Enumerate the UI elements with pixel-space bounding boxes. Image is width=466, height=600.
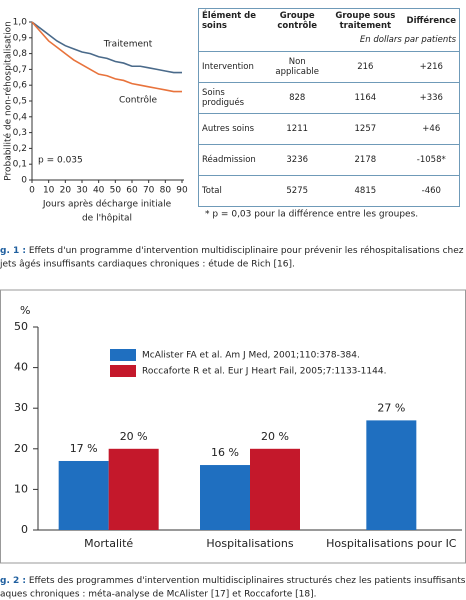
table-row: Intervention Non applicable 216 +216 xyxy=(198,51,460,83)
y-tick-label: 30 xyxy=(14,401,28,414)
header-cell: Différence xyxy=(406,16,456,26)
x-tick-label: 20 xyxy=(60,186,72,196)
bar xyxy=(366,420,417,530)
y-axis-label: Probabilité de non-réhospitalisation xyxy=(3,21,14,181)
bar xyxy=(250,448,300,530)
table-cell: -460 xyxy=(403,175,460,207)
x-tick-label: Hospitalisations xyxy=(206,537,293,550)
table-cell: Soins prodigués xyxy=(198,82,268,114)
header-cell: Élément de soins xyxy=(202,11,257,31)
y-axis-label: % xyxy=(20,304,30,317)
x-tick-label: Hospitalisations pour IC xyxy=(326,537,457,550)
y-tick-label: 0,3 xyxy=(13,128,27,138)
table-cell: 1257 xyxy=(327,113,404,145)
bar xyxy=(108,448,159,530)
table-cell: -1058* xyxy=(403,144,460,176)
value-label: 20 % xyxy=(120,430,148,443)
header-cell: Groupe contrôle xyxy=(277,11,318,31)
y-tick-label: 0,4 xyxy=(13,112,28,122)
table-row: Réadmission 3236 2178 -1058* xyxy=(198,144,460,176)
caption-label: g. 1 : xyxy=(0,246,26,256)
table-cell: Total xyxy=(198,175,268,207)
footnote: * p = 0,03 pour la différence entre les … xyxy=(205,209,418,220)
y-tick-label: 1,0 xyxy=(13,18,28,28)
annotation: p = 0.035 xyxy=(38,156,83,166)
table-row: Total 5275 4815 -460 xyxy=(198,175,460,207)
y-tick-label: 50 xyxy=(14,320,28,333)
y-tick-label: 0,5 xyxy=(13,97,27,107)
bar xyxy=(58,460,109,530)
caption-text: jets âgés insuffisants cardiaques chroni… xyxy=(0,259,295,270)
table-row: Soins prodigués 828 1164 +336 xyxy=(198,82,460,114)
y-tick-label: 0,2 xyxy=(13,144,27,154)
legend-label: Roccaforte R et al. Eur J Heart Fail, 20… xyxy=(142,367,386,377)
x-tick-label: 90 xyxy=(176,186,188,196)
value-label: 17 % xyxy=(70,442,98,455)
x-tick-label: 40 xyxy=(93,186,105,196)
x-tick-label: 70 xyxy=(143,186,155,196)
series-line xyxy=(31,21,182,93)
x-tick-label: 80 xyxy=(160,186,172,196)
table-cell: +216 xyxy=(403,51,460,83)
series-label: Contrôle xyxy=(119,95,158,106)
y-tick-label: 20 xyxy=(14,442,28,455)
series-line xyxy=(31,21,182,74)
caption-text: Effets d'un programme d'intervention mul… xyxy=(29,245,466,256)
table-cell: Non applicable xyxy=(267,51,328,83)
caption-text: aques chroniques : méta-analyse de McAli… xyxy=(0,589,317,600)
y-tick-label: 0,9 xyxy=(13,33,28,43)
y-tick-label: 0,8 xyxy=(13,49,28,59)
table-cell: 3236 xyxy=(267,144,328,176)
y-tick-label: 40 xyxy=(14,361,28,374)
x-tick-label: 0 xyxy=(29,186,35,196)
table-cell: Intervention xyxy=(198,51,268,83)
table-cell: 2178 xyxy=(327,144,404,176)
series-label: Traitement xyxy=(103,40,153,50)
table-cell: +46 xyxy=(403,113,460,145)
y-tick-label: 0,6 xyxy=(13,81,28,91)
caption-label: g. 2 : xyxy=(0,576,26,586)
table-cell: 1164 xyxy=(327,82,404,114)
y-tick-label: 10 xyxy=(14,482,28,495)
bar-chart: % 0 10 20 30 40 50 Mortalité 17 % 20 % Hospitalisa… xyxy=(14,304,462,550)
y-tick-label: 0 xyxy=(21,176,27,186)
x-tick-label: 10 xyxy=(43,186,55,196)
table-cell: Réadmission xyxy=(198,144,268,176)
caption-text: Effets des programmes d'intervention mul… xyxy=(29,575,466,586)
x-tick-label: 50 xyxy=(110,186,122,196)
table-cell: 216 xyxy=(327,51,404,83)
x-axis-label: Jours après décharge initiale xyxy=(42,199,172,210)
subheader: En dollars par patients xyxy=(359,35,456,45)
value-label: 16 % xyxy=(211,446,239,459)
caption: g. 1 : Effets d'un programme d'intervent… xyxy=(0,245,466,256)
table-row: Autres soins 1211 1257 +46 xyxy=(198,113,460,145)
legend-swatch xyxy=(110,365,136,377)
legend-swatch xyxy=(110,349,136,361)
bar xyxy=(200,465,250,530)
y-tick-label: 0,1 xyxy=(13,160,27,170)
y-tick-label: 0 xyxy=(21,523,28,536)
x-axis-label: de l'hôpital xyxy=(82,213,132,224)
x-tick-label: 60 xyxy=(126,186,138,196)
table-cell: +336 xyxy=(403,82,460,114)
table-cell: 5275 xyxy=(267,175,328,207)
table-cell: 828 xyxy=(267,82,328,114)
legend-label: McAlister FA et al. Am J Med, 2001;110:3… xyxy=(142,351,360,361)
header-cell: Groupe sous traitement xyxy=(335,11,396,31)
x-tick-label: Mortalité xyxy=(84,537,133,550)
x-tick-label: 30 xyxy=(76,186,88,196)
table-cell: 1211 xyxy=(267,113,328,145)
caption: g. 2 : Effets des programmes d'intervent… xyxy=(0,575,466,586)
value-label: 27 % xyxy=(377,401,405,414)
value-label: 20 % xyxy=(261,430,289,443)
y-tick-label: 0,7 xyxy=(13,65,27,75)
table-cell: Autres soins xyxy=(198,113,268,145)
table-cell: 4815 xyxy=(327,175,404,207)
cost-table: Élément de soins Groupe contrôle Groupe so… xyxy=(198,8,460,207)
